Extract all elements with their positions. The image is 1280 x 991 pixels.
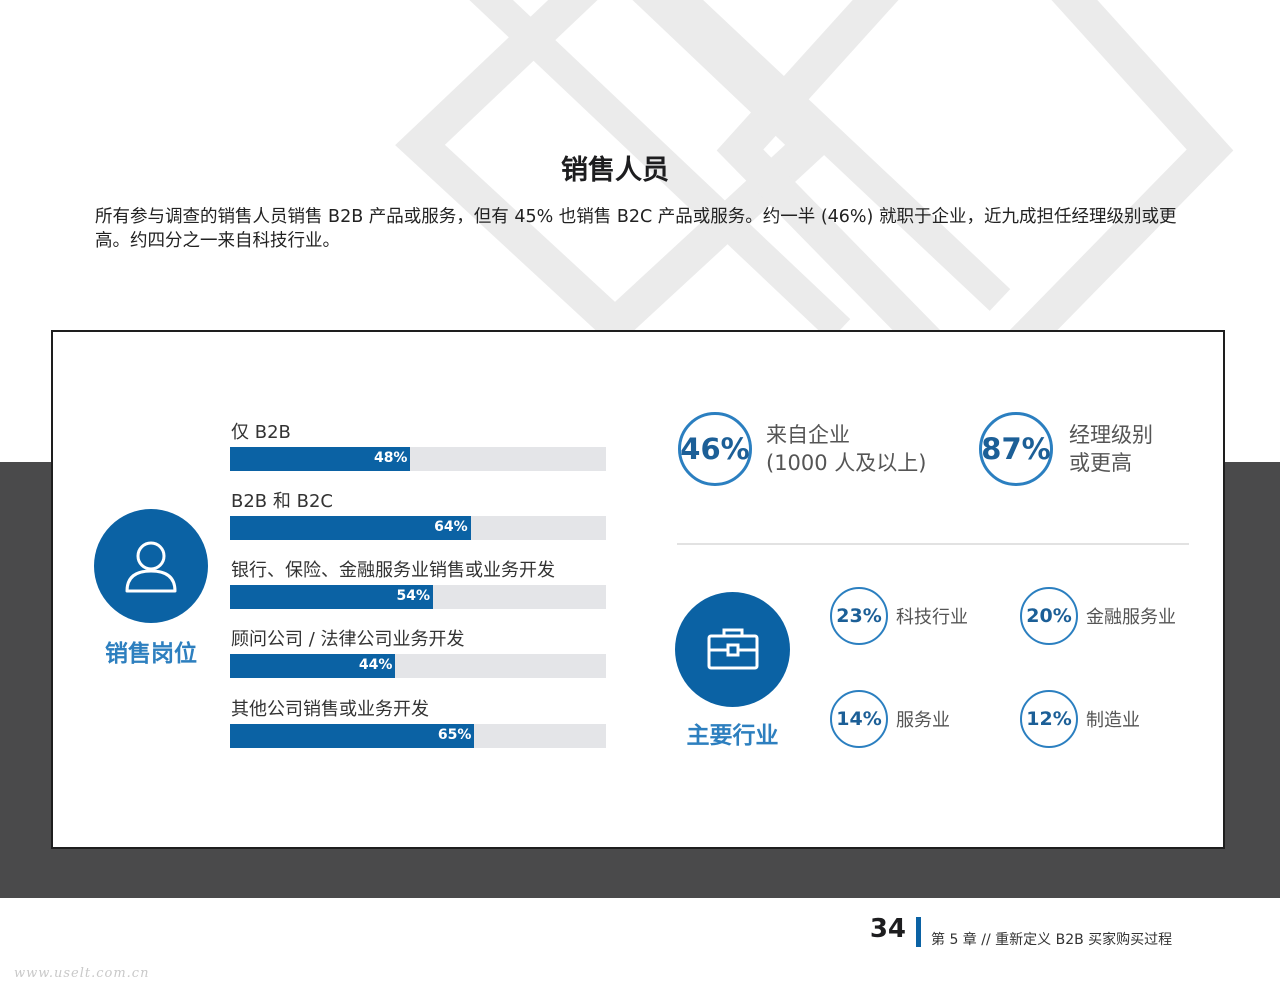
manager-percent-ring: 87% [979, 412, 1053, 486]
bar-track: 65% [230, 724, 606, 748]
bar-value: 65% [437, 727, 472, 743]
enterprise-caption: 来自企业 (1000 人及以上) [766, 421, 927, 477]
bar-value: 54% [396, 588, 431, 604]
chapter-title: 第 5 章 // 重新定义 B2B 买家购买过程 [931, 932, 1173, 948]
briefcase-icon [707, 628, 759, 670]
bar-label: B2B 和 B2C [231, 491, 333, 512]
bar-label: 顾问公司 / 法律公司业务开发 [231, 629, 465, 650]
manager-caption-line2: 或更高 [1069, 451, 1132, 475]
bar-fill: 54% [230, 585, 434, 609]
bar-fill: 44% [230, 654, 396, 678]
sales-roles-icon-circle [94, 509, 208, 623]
intro-paragraph: 所有参与调查的销售人员销售 B2B 产品或服务，但有 45% 也销售 B2C 产… [95, 207, 1177, 251]
bar-value: 48% [373, 450, 408, 466]
section-divider [677, 543, 1189, 545]
bar-track: 54% [230, 585, 606, 609]
industry-percent-ring: 20% [1020, 587, 1078, 645]
industry-label: 制造业 [1086, 710, 1140, 731]
bar-label: 其他公司销售或业务开发 [231, 699, 429, 720]
bar-fill: 65% [230, 724, 475, 748]
industry-label: 服务业 [896, 710, 950, 731]
bar-label: 银行、保险、金融服务业销售或业务开发 [231, 560, 555, 581]
bar-label: 仅 B2B [231, 422, 291, 443]
bar-fill: 64% [230, 516, 471, 540]
enterprise-percent-ring: 46% [678, 412, 752, 486]
industries-icon-circle [675, 592, 790, 707]
bar-value: 64% [434, 519, 468, 535]
watermark: www.uselt.com.cn [14, 966, 150, 981]
bar-track: 48% [230, 447, 606, 471]
person-icon [125, 541, 177, 593]
manager-caption-line1: 经理级别 [1069, 423, 1153, 447]
enterprise-caption-line1: 来自企业 [766, 423, 850, 447]
industry-percent-ring: 23% [830, 587, 888, 645]
bar-value: 44% [358, 657, 393, 673]
bar-track: 44% [230, 654, 606, 678]
industry-percent-ring: 14% [830, 690, 888, 748]
manager-caption: 经理级别 或更高 [1069, 421, 1153, 477]
page-title: 销售人员 [561, 155, 669, 186]
industry-label: 金融服务业 [1086, 607, 1176, 628]
bar-fill: 48% [230, 447, 411, 471]
sales-roles-title: 销售岗位 [105, 641, 197, 667]
enterprise-caption-line2: (1000 人及以上) [766, 451, 927, 475]
industry-percent-ring: 12% [1020, 690, 1078, 748]
industry-label: 科技行业 [896, 607, 968, 628]
page-number: 34 [869, 914, 906, 944]
industries-title: 主要行业 [686, 723, 779, 749]
bar-track: 64% [230, 516, 606, 540]
page-number-separator [916, 917, 921, 947]
